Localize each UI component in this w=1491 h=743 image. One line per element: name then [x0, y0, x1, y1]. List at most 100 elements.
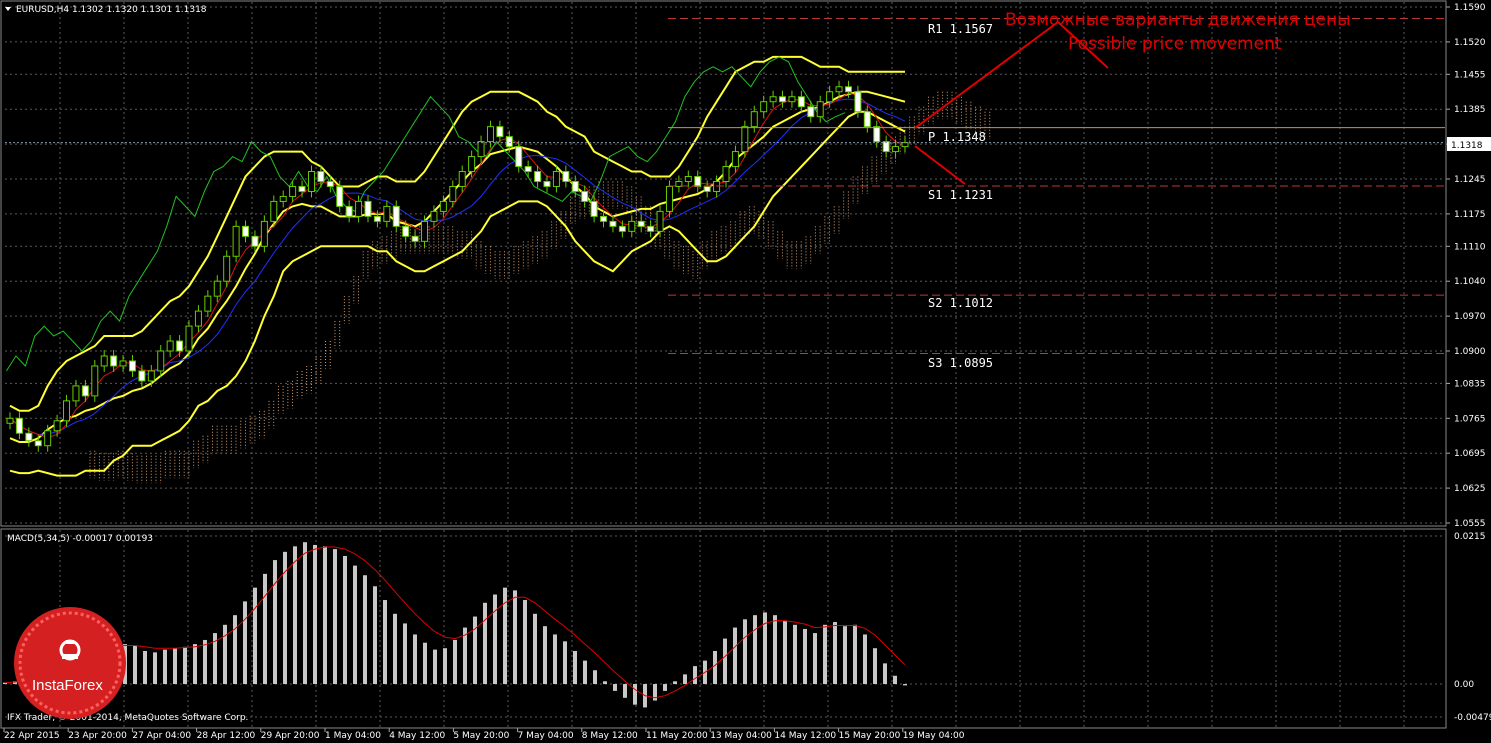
- candle-body: [364, 200, 372, 217]
- macd-bar: [633, 684, 637, 705]
- macd-bar: [333, 549, 337, 685]
- candle-body: [392, 205, 400, 227]
- macd-bar: [243, 601, 247, 685]
- candle-body: [34, 440, 42, 447]
- current-price-tag: [1447, 137, 1491, 151]
- candle-body: [279, 195, 287, 202]
- price-tick-label: 1.1110: [1454, 242, 1486, 252]
- macd-bar: [793, 624, 797, 685]
- macd-bar: [513, 590, 517, 685]
- macd-bar: [343, 555, 347, 685]
- macd-bar: [233, 615, 237, 685]
- macd-bar: [433, 649, 437, 685]
- price-tick-label: 1.1590: [1454, 3, 1486, 13]
- candle-body: [242, 225, 250, 237]
- macd-bar: [423, 642, 427, 685]
- candle-body: [731, 151, 739, 168]
- macd-tick-label: -0.00479: [1454, 713, 1491, 723]
- time-tick-label: 23 Apr 20:00: [68, 731, 127, 741]
- macd-bar: [603, 681, 607, 685]
- macd-bar: [173, 648, 177, 685]
- price-tick-label: 1.0625: [1454, 484, 1486, 494]
- macd-bar: [493, 594, 497, 685]
- price-tick-label: 1.0765: [1454, 414, 1486, 424]
- macd-bar: [813, 633, 817, 685]
- candle-body: [552, 171, 560, 187]
- candle-body: [524, 166, 532, 173]
- candle-body: [496, 126, 504, 138]
- macd-bar: [683, 674, 687, 685]
- candle-body: [128, 360, 136, 372]
- candle-body: [63, 400, 71, 422]
- logo-text: InstaForex: [32, 677, 103, 694]
- macd-bar: [163, 649, 167, 685]
- chevron-down-icon[interactable]: [5, 7, 11, 11]
- macd-panel-frame: [0, 528, 1447, 729]
- price-tick-label: 1.1040: [1454, 277, 1486, 287]
- pivot-label-s2: S2 1.1012: [928, 296, 993, 310]
- logo-emblem-icon: [59, 639, 81, 661]
- band-lower: [9, 110, 906, 477]
- pivot-levels: [5, 17, 1445, 354]
- candle-body: [863, 111, 871, 128]
- macd-bar: [213, 633, 217, 685]
- macd-bar: [843, 626, 847, 685]
- macd-bar: [623, 684, 627, 698]
- candle-body: [562, 171, 570, 182]
- candle-body: [816, 101, 824, 118]
- band-upper: [9, 55, 905, 412]
- macd-bar: [543, 626, 547, 685]
- macd-bar: [573, 650, 577, 685]
- candle-body: [373, 215, 381, 222]
- instaforex-logo: InstaForex: [14, 607, 126, 719]
- candle-body: [147, 370, 155, 382]
- macd-bar: [403, 623, 407, 685]
- candle-body: [722, 166, 730, 182]
- price-axis: 1.15901.15201.14551.13851.13151.12451.11…: [1446, 3, 1491, 723]
- macd-bar: [153, 652, 157, 685]
- candle-body: [788, 96, 796, 103]
- symbol-header: EURUSD,H4 1.1302 1.1320 1.1301 1.1318: [16, 5, 207, 15]
- candle-body: [100, 355, 108, 367]
- macd-bar: [873, 648, 877, 685]
- candle-body: [336, 185, 344, 207]
- candle-body: [289, 185, 297, 197]
- price-tick-label: 1.1245: [1454, 175, 1486, 185]
- macd-bar: [673, 681, 677, 685]
- candle-body: [477, 141, 485, 158]
- candle-body: [53, 420, 61, 432]
- candle-body: [72, 385, 80, 402]
- candle-body: [826, 91, 834, 103]
- candle-body: [439, 200, 447, 212]
- macd-bar: [13, 681, 17, 685]
- candle-body: [411, 235, 419, 242]
- macd-bar: [693, 666, 697, 685]
- candle-body: [223, 255, 231, 282]
- candle-body: [609, 220, 617, 227]
- bollinger-bands: [6, 55, 906, 477]
- candle-body: [590, 200, 598, 217]
- candle-body: [402, 225, 410, 237]
- macd-bar: [893, 675, 897, 685]
- macd-signal-line: [4, 546, 906, 699]
- candle-body: [421, 220, 429, 242]
- candle-body: [213, 280, 221, 297]
- current-price-label: 1.1318: [1451, 141, 1483, 151]
- macd-bar: [533, 613, 537, 685]
- candle-body: [797, 96, 805, 108]
- macd-bar: [833, 622, 837, 685]
- candle-body: [760, 101, 768, 113]
- candle-body: [807, 106, 815, 118]
- candle-body: [119, 360, 127, 367]
- candle-body: [157, 350, 165, 372]
- macd-bar: [363, 575, 367, 685]
- forecast-down-arrow: [914, 145, 966, 185]
- candle-body: [628, 220, 636, 232]
- candle-body: [44, 430, 52, 447]
- macd-bar: [253, 587, 257, 685]
- macd-bar: [553, 634, 557, 685]
- macd-bar: [183, 646, 187, 685]
- candle-body: [741, 126, 749, 153]
- candle-body: [684, 176, 692, 182]
